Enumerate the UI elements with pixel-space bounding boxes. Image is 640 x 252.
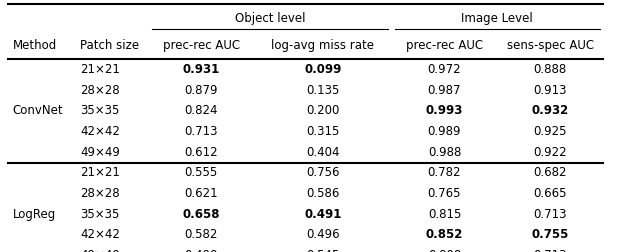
Text: 0.755: 0.755: [531, 228, 569, 241]
Text: 0.496: 0.496: [306, 228, 340, 241]
Text: 0.586: 0.586: [306, 187, 340, 200]
Text: 0.713: 0.713: [533, 249, 567, 252]
Text: Image Level: Image Level: [461, 12, 533, 25]
Text: Method: Method: [13, 40, 57, 52]
Text: 0.988: 0.988: [428, 146, 461, 159]
Text: 0.499: 0.499: [184, 249, 218, 252]
Text: 0.987: 0.987: [428, 84, 461, 97]
Text: 0.404: 0.404: [306, 146, 340, 159]
Text: 0.099: 0.099: [304, 63, 342, 76]
Text: sens-spec AUC: sens-spec AUC: [506, 40, 594, 52]
Text: Patch size: Patch size: [80, 40, 139, 52]
Text: 35×35: 35×35: [80, 208, 120, 221]
Text: 0.713: 0.713: [184, 125, 218, 138]
Text: 0.782: 0.782: [428, 166, 461, 179]
Text: 0.815: 0.815: [428, 208, 461, 221]
Text: 0.612: 0.612: [184, 146, 218, 159]
Text: 0.491: 0.491: [304, 208, 342, 221]
Text: 0.888: 0.888: [534, 63, 566, 76]
Text: 35×35: 35×35: [80, 104, 120, 117]
Text: 0.713: 0.713: [533, 208, 567, 221]
Text: 21×21: 21×21: [80, 166, 120, 179]
Text: 0.879: 0.879: [184, 84, 218, 97]
Text: 0.555: 0.555: [185, 166, 218, 179]
Text: 0.315: 0.315: [306, 125, 340, 138]
Text: 0.925: 0.925: [533, 125, 567, 138]
Text: 0.545: 0.545: [306, 249, 340, 252]
Text: 0.765: 0.765: [428, 187, 461, 200]
Text: log-avg miss rate: log-avg miss rate: [271, 40, 374, 52]
Text: 0.922: 0.922: [533, 146, 567, 159]
Text: 0.665: 0.665: [533, 187, 567, 200]
Text: 42×42: 42×42: [80, 228, 120, 241]
Text: 28×28: 28×28: [80, 84, 120, 97]
Text: 0.658: 0.658: [182, 208, 220, 221]
Text: 0.200: 0.200: [306, 104, 340, 117]
Text: 0.852: 0.852: [426, 228, 463, 241]
Text: 21×21: 21×21: [80, 63, 120, 76]
Text: 42×42: 42×42: [80, 125, 120, 138]
Text: 49×49: 49×49: [80, 249, 120, 252]
Text: 0.972: 0.972: [428, 63, 461, 76]
Text: 0.931: 0.931: [182, 63, 220, 76]
Text: 0.621: 0.621: [184, 187, 218, 200]
Text: 28×28: 28×28: [80, 187, 120, 200]
Text: prec-rec AUC: prec-rec AUC: [406, 40, 483, 52]
Text: 0.582: 0.582: [184, 228, 218, 241]
Text: ConvNet: ConvNet: [13, 104, 63, 117]
Text: 0.932: 0.932: [531, 104, 569, 117]
Text: 0.913: 0.913: [533, 84, 567, 97]
Text: prec-rec AUC: prec-rec AUC: [163, 40, 240, 52]
Text: Object level: Object level: [235, 12, 305, 25]
Text: LogReg: LogReg: [13, 208, 56, 221]
Text: 0.989: 0.989: [428, 125, 461, 138]
Text: 0.135: 0.135: [306, 84, 340, 97]
Text: 0.808: 0.808: [428, 249, 461, 252]
Text: 0.824: 0.824: [184, 104, 218, 117]
Text: 49×49: 49×49: [80, 146, 120, 159]
Text: 0.756: 0.756: [306, 166, 340, 179]
Text: 0.993: 0.993: [426, 104, 463, 117]
Text: 0.682: 0.682: [533, 166, 567, 179]
